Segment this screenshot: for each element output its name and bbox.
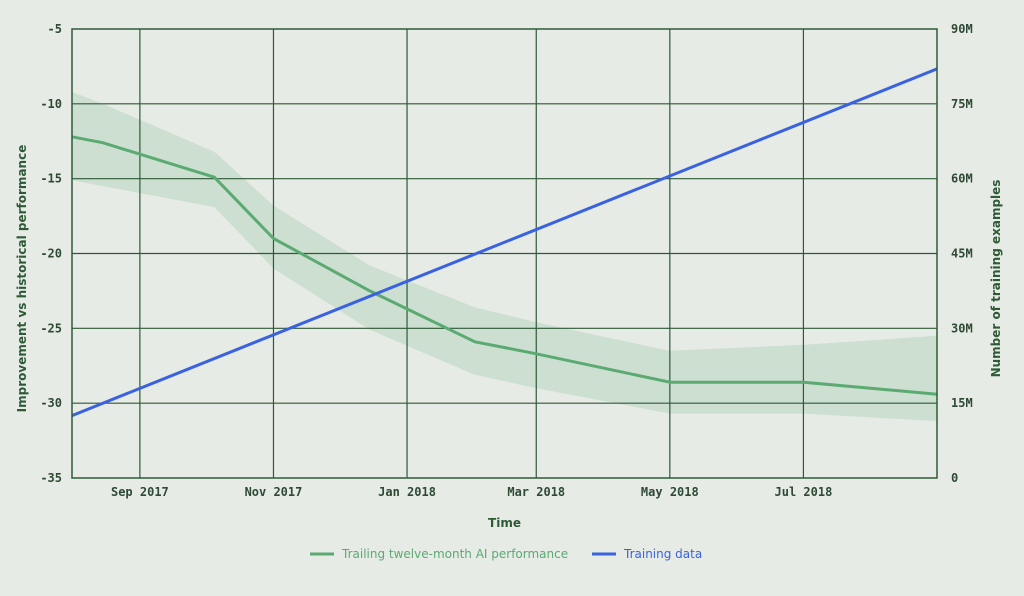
legend-label: Trailing twelve-month AI performance — [341, 547, 568, 561]
y-right-tick-label: 30M — [951, 321, 973, 335]
y-left-tick-label: -35 — [40, 471, 62, 485]
y-right-tick-label: 15M — [951, 396, 973, 410]
x-tick-label: May 2018 — [641, 485, 699, 499]
y-left-tick-label: -5 — [48, 22, 62, 36]
y-left-tick-label: -15 — [40, 172, 62, 186]
y-right-tick-label: 45M — [951, 247, 973, 261]
plot-border — [71, 28, 938, 479]
plot-frame — [71, 28, 938, 479]
y-right-tick-label: 0 — [951, 471, 958, 485]
x-tick-label: Sep 2017 — [111, 485, 169, 499]
y-right-tick-label: 60M — [951, 172, 973, 186]
y-right-tick-label: 90M — [951, 22, 973, 36]
y-left-tick-label: -30 — [40, 396, 62, 410]
y-right-tick-label: 75M — [951, 97, 973, 111]
y-axis-left-title: Improvement vs historical performance — [15, 145, 29, 413]
y-left-tick-label: -25 — [40, 321, 62, 335]
x-axis-title: Time — [488, 516, 521, 530]
confidence-band — [72, 91, 937, 422]
x-tick-label: Jan 2018 — [378, 485, 436, 499]
y-left-tick-label: -10 — [40, 97, 62, 111]
series-line-1 — [71, 67, 938, 417]
series-line-0 — [71, 135, 938, 396]
x-tick-label: Jul 2018 — [775, 485, 833, 499]
y-left-tick-label: -20 — [40, 247, 62, 261]
x-tick-label: Nov 2017 — [245, 485, 303, 499]
x-tick-label: Mar 2018 — [507, 485, 565, 499]
legend-label: Training data — [623, 547, 702, 561]
series-lines — [71, 67, 938, 417]
legend: Trailing twelve-month AI performance Trai… — [310, 547, 702, 561]
tick-labels: -5 -10 -15 -20 -25 -30 -35 90M 75M 60M 45M 30M 15M 0 S… — [40, 22, 972, 499]
y-axis-right-title: Number of training examples — [989, 180, 1003, 378]
confidence-bands — [72, 91, 937, 422]
